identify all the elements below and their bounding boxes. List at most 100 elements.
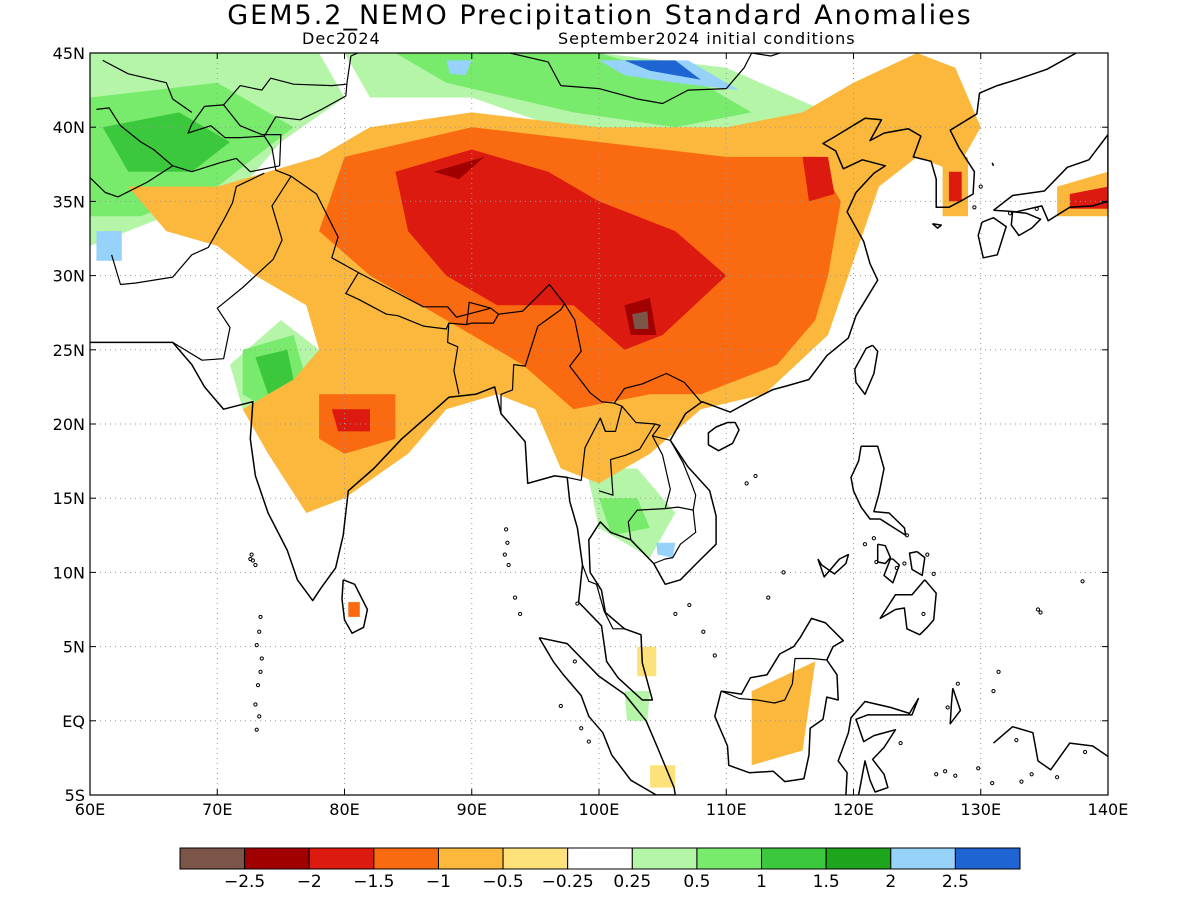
small-island	[990, 781, 995, 786]
small-island	[1080, 579, 1085, 584]
coastline	[837, 697, 920, 795]
x-tick-label: 110E	[706, 800, 747, 819]
country-border	[345, 272, 450, 330]
small-island	[259, 656, 264, 661]
small-island	[579, 726, 584, 731]
small-island	[943, 769, 948, 774]
legend-swatch	[890, 847, 956, 870]
y-tick-label: 10N	[53, 563, 85, 582]
legend-swatch	[179, 847, 246, 870]
y-tick-label: 45N	[53, 44, 85, 63]
small-island	[1082, 749, 1088, 755]
country-border	[172, 175, 702, 404]
anomaly-region	[1069, 186, 1108, 209]
anomaly-region	[649, 765, 676, 788]
country-border	[90, 157, 280, 198]
anomaly-region	[632, 311, 649, 329]
anomaly-region	[102, 112, 230, 172]
small-island	[753, 473, 758, 479]
small-island	[1034, 206, 1039, 211]
country-border	[581, 564, 626, 630]
coastline	[993, 725, 1108, 771]
small-island	[249, 552, 254, 557]
y-tick-label: EQ	[62, 712, 85, 731]
small-island	[955, 681, 960, 686]
anomaly-region	[446, 60, 472, 76]
country-border	[653, 510, 697, 565]
small-island	[931, 571, 936, 576]
x-tick-label: 90E	[457, 800, 487, 819]
small-island	[253, 702, 258, 707]
legend-label: 1.5	[813, 872, 840, 892]
anomaly-region	[395, 149, 727, 350]
anomaly-region	[948, 171, 962, 202]
x-tick-label: 130E	[960, 800, 1001, 819]
y-tick-label: 35N	[53, 192, 85, 211]
country-border	[598, 423, 656, 496]
x-tick-label: 60E	[75, 800, 105, 819]
anomaly-region	[331, 409, 370, 432]
legend-swatch	[761, 847, 827, 870]
initial-conditions-label: September2024 initial conditions	[558, 29, 856, 48]
x-tick-label: 80E	[329, 800, 359, 819]
coastline	[977, 216, 1007, 259]
small-island	[996, 669, 1001, 674]
small-island	[258, 614, 263, 620]
legend-label: 2	[885, 872, 896, 892]
country-border	[651, 435, 671, 509]
small-island	[254, 643, 259, 648]
country-border	[111, 172, 265, 286]
y-tick-label: 15N	[53, 489, 85, 508]
small-island	[921, 611, 926, 617]
anomaly-shading	[90, 53, 1108, 788]
legend-label: −1	[426, 872, 451, 892]
small-island	[953, 773, 958, 778]
small-island	[1019, 779, 1024, 784]
y-tick-label: 20N	[53, 415, 85, 434]
coastline	[908, 550, 926, 577]
legend-label: 2.5	[942, 872, 969, 892]
y-tick-label: 40N	[53, 118, 85, 137]
legend-label: 0.25	[613, 872, 651, 892]
country-border	[96, 107, 174, 167]
anomaly-region	[255, 349, 294, 395]
small-island	[1029, 772, 1034, 777]
coastline	[883, 558, 901, 584]
small-island	[976, 766, 981, 771]
anomaly-region	[395, 53, 752, 128]
country-border	[466, 301, 491, 325]
coastline	[707, 421, 740, 452]
y-tick-label: 5N	[63, 638, 85, 657]
coastline	[993, 133, 1108, 222]
small-island	[781, 570, 786, 575]
country-border	[187, 53, 360, 166]
coastline	[90, 53, 1077, 701]
small-island	[504, 527, 509, 532]
y-tick-label: 25N	[53, 341, 85, 360]
coastline	[341, 579, 369, 634]
small-island	[505, 540, 510, 545]
small-island	[575, 601, 580, 606]
gridlines	[90, 53, 1108, 795]
coastline	[949, 687, 962, 725]
small-island	[1007, 211, 1013, 216]
small-island	[258, 669, 263, 674]
chart-title: GEM5.2_NEMO Precipitation Standard Anoma…	[227, 0, 973, 31]
small-island	[902, 561, 907, 566]
anomaly-region	[599, 60, 739, 91]
small-island	[512, 595, 518, 600]
y-tick-label: 5S	[65, 786, 85, 805]
small-island	[871, 536, 876, 541]
country-border	[627, 440, 697, 540]
small-island	[586, 739, 591, 744]
anomaly-region	[802, 156, 835, 202]
small-island	[934, 772, 939, 777]
coastline	[817, 553, 850, 578]
small-island	[506, 562, 511, 568]
anomaly-region	[599, 498, 650, 536]
legend-swatch	[825, 847, 892, 870]
anomaly-region	[751, 661, 816, 766]
small-island	[254, 727, 259, 732]
small-island	[502, 552, 507, 557]
small-island	[257, 714, 262, 719]
